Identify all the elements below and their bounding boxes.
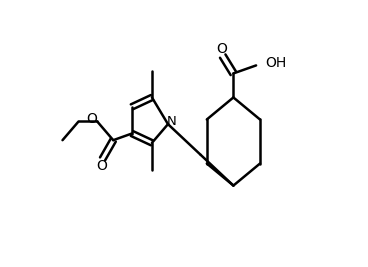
- Text: O: O: [86, 112, 97, 126]
- Text: OH: OH: [265, 56, 287, 70]
- Text: O: O: [216, 42, 227, 56]
- Text: N: N: [167, 115, 177, 128]
- Text: O: O: [96, 159, 107, 173]
